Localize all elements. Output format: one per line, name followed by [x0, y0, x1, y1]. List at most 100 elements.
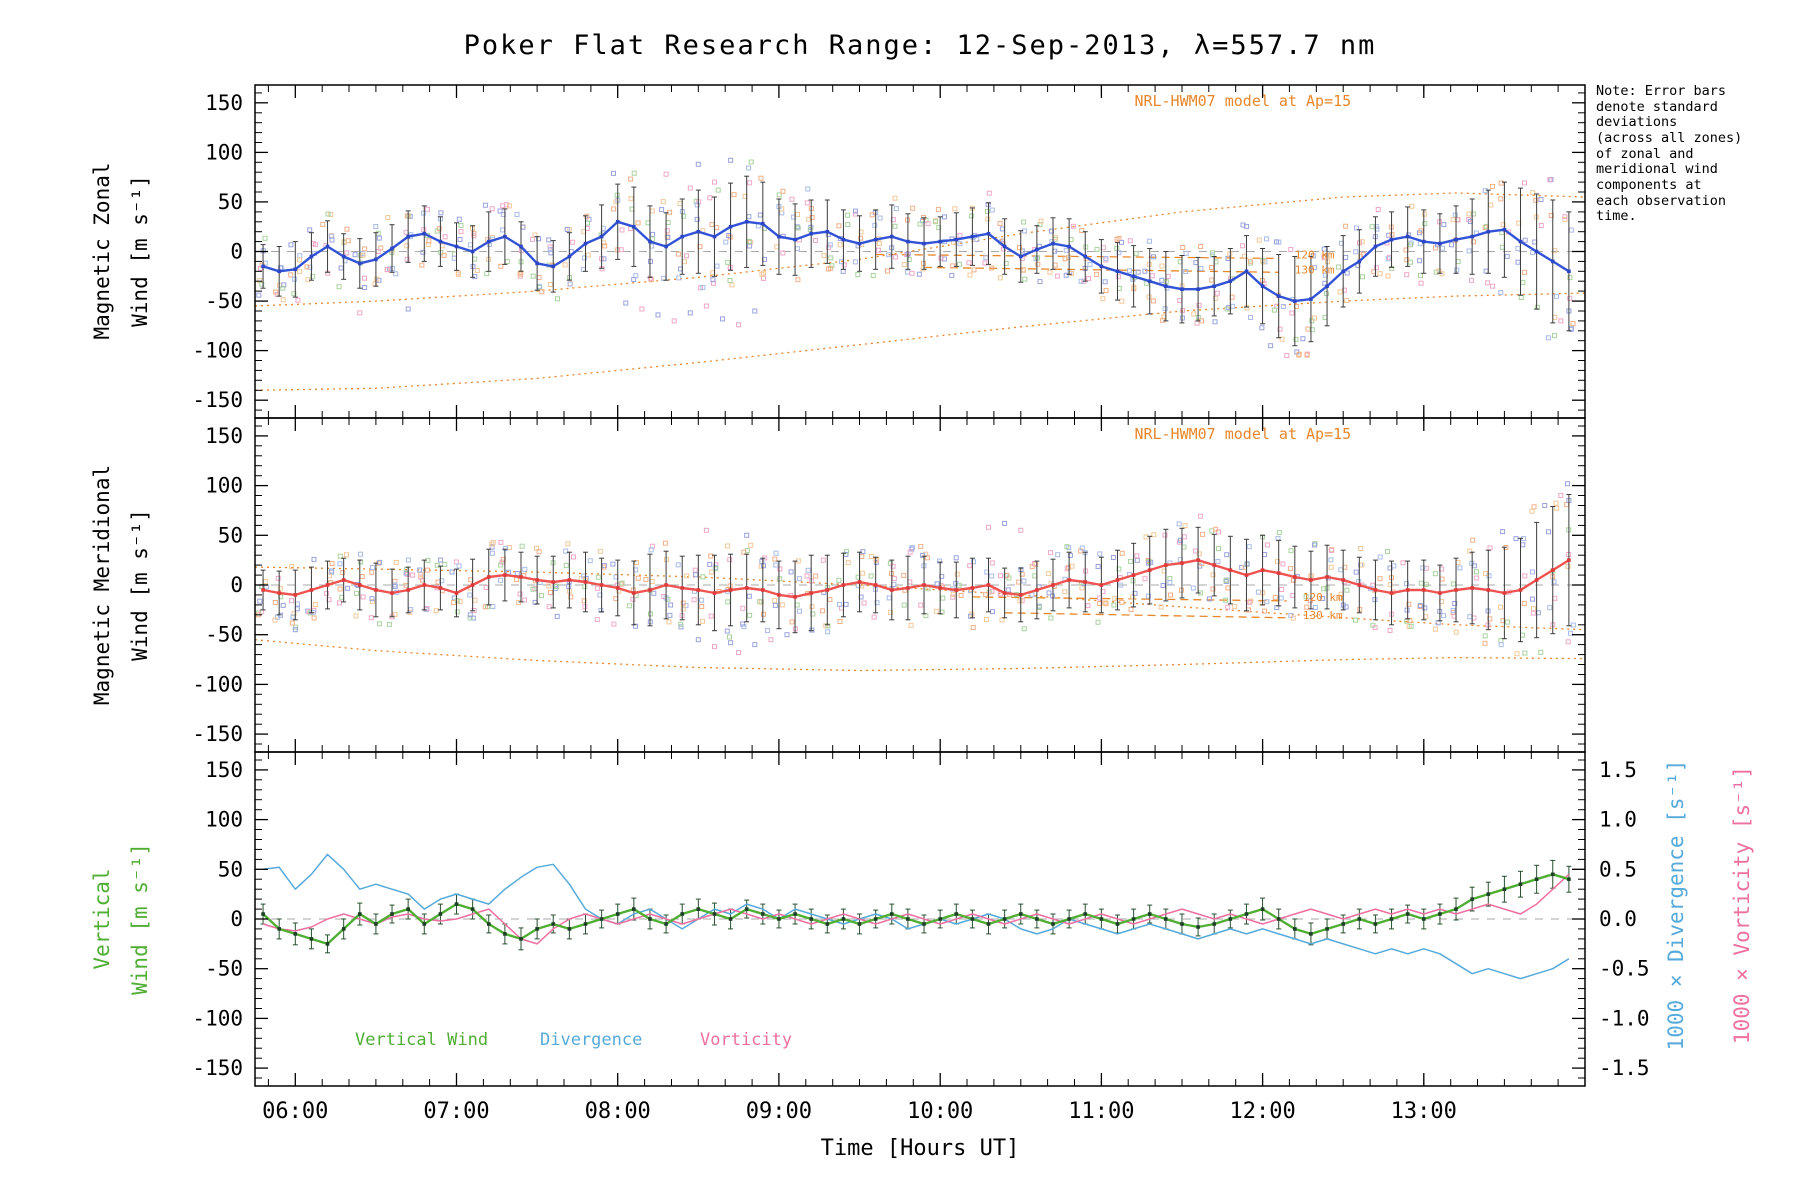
scatter-point — [1216, 529, 1221, 535]
scatter-point — [453, 559, 459, 565]
scatter-point — [855, 272, 861, 278]
right-axis-tick-label: 0.0 — [1599, 907, 1637, 931]
mean-marker — [1019, 912, 1023, 916]
scatter-point — [1321, 586, 1327, 592]
scatter-point — [288, 242, 294, 248]
scatter-point — [441, 252, 447, 258]
scatter-point — [393, 559, 399, 565]
scatter-point — [1385, 549, 1390, 555]
mean-marker — [470, 249, 475, 254]
scatter-point — [1454, 267, 1460, 273]
scatter-point — [1296, 351, 1302, 357]
scatter-point — [311, 556, 317, 562]
scatter-point — [1102, 600, 1108, 606]
scatter-point — [1420, 565, 1426, 571]
mean-marker — [1131, 573, 1136, 577]
scatter-point — [999, 617, 1005, 623]
mean-marker — [761, 588, 765, 592]
scatter-point — [1518, 295, 1524, 300]
scatter-point — [257, 598, 263, 604]
scatter-point — [665, 220, 671, 226]
mean-marker — [1019, 593, 1023, 597]
mean-marker — [1051, 583, 1055, 587]
mean-marker — [567, 578, 572, 582]
scatter-point — [502, 546, 508, 552]
scatter-point — [1248, 315, 1253, 320]
scatter-point — [1377, 271, 1383, 277]
right-axis-tick-label: 1.5 — [1599, 758, 1637, 782]
scatter-point — [547, 244, 553, 250]
scatter-point — [325, 211, 331, 217]
mean-marker — [873, 917, 878, 921]
scatter-point — [635, 220, 641, 226]
scatter-point — [932, 219, 938, 225]
scatter-point — [256, 292, 262, 298]
scatter-point — [1130, 578, 1136, 584]
mean-marker — [1325, 284, 1329, 288]
scatter-point — [983, 591, 989, 597]
scatter-point — [1017, 245, 1022, 251]
scatter-outlier — [736, 650, 742, 656]
scatter-point — [598, 607, 604, 613]
scatter-point — [772, 556, 778, 562]
scatter-point — [304, 264, 310, 270]
y-tick-label: -50 — [205, 289, 243, 313]
scatter-point — [941, 256, 947, 262]
scatter-point — [408, 607, 414, 613]
scatter-point — [731, 192, 737, 198]
mean-marker — [632, 224, 636, 229]
scatter-point — [555, 296, 560, 302]
scatter-point — [1020, 266, 1026, 272]
scatter-point — [1408, 242, 1413, 248]
scatter-point — [404, 256, 410, 262]
mean-marker — [648, 588, 652, 592]
scatter-outlier — [1558, 318, 1564, 324]
scatter-outlier — [1542, 503, 1548, 508]
scatter-point — [631, 277, 637, 282]
mean-marker — [1164, 284, 1168, 288]
scatter-point — [294, 606, 300, 612]
scatter-point — [1482, 640, 1488, 646]
scatter-point — [1538, 223, 1544, 228]
model-curve-3 — [1004, 612, 1287, 619]
scatter-point — [845, 212, 851, 218]
scatter-point — [748, 159, 754, 165]
scatter-point — [1309, 318, 1315, 324]
scatter-point — [490, 604, 496, 609]
scatter-point — [1021, 219, 1027, 225]
panel-annotation: 120 km — [1295, 248, 1335, 261]
scatter-point — [1400, 560, 1406, 566]
scatter-point — [1196, 302, 1202, 308]
scatter-point — [1514, 651, 1520, 657]
vertical-divergence-vorticity-mean-line — [262, 873, 1570, 946]
scatter-point — [517, 271, 523, 277]
scatter-point — [1452, 212, 1458, 218]
scatter-point — [776, 192, 782, 198]
mean-marker — [406, 588, 410, 592]
scatter-point — [649, 579, 655, 584]
scatter-point — [1259, 325, 1265, 331]
scatter-point — [725, 599, 731, 605]
mean-marker — [986, 583, 991, 587]
scatter-point — [795, 277, 801, 283]
scatter-point — [924, 555, 930, 561]
scatter-point — [920, 552, 926, 558]
mean-marker — [535, 927, 539, 931]
panel-annotation: NRL-HWM07 model at Ap=15 — [1134, 425, 1351, 443]
scatter-point — [272, 600, 278, 605]
mean-marker — [712, 591, 717, 595]
scatter-point — [725, 543, 731, 549]
scatter-point — [825, 623, 831, 629]
y-tick-label: -50 — [205, 623, 243, 647]
scatter-point — [723, 239, 729, 245]
scatter-point — [571, 554, 576, 560]
scatter-point — [1094, 246, 1100, 252]
scatter-point — [1277, 326, 1283, 332]
scatter-outlier — [663, 171, 669, 177]
scatter-point — [1432, 571, 1438, 577]
scatter-point — [451, 255, 457, 261]
mean-marker — [648, 239, 652, 244]
scatter-point — [684, 573, 690, 579]
scatter-point — [1500, 222, 1506, 228]
scatter-point — [714, 263, 720, 269]
